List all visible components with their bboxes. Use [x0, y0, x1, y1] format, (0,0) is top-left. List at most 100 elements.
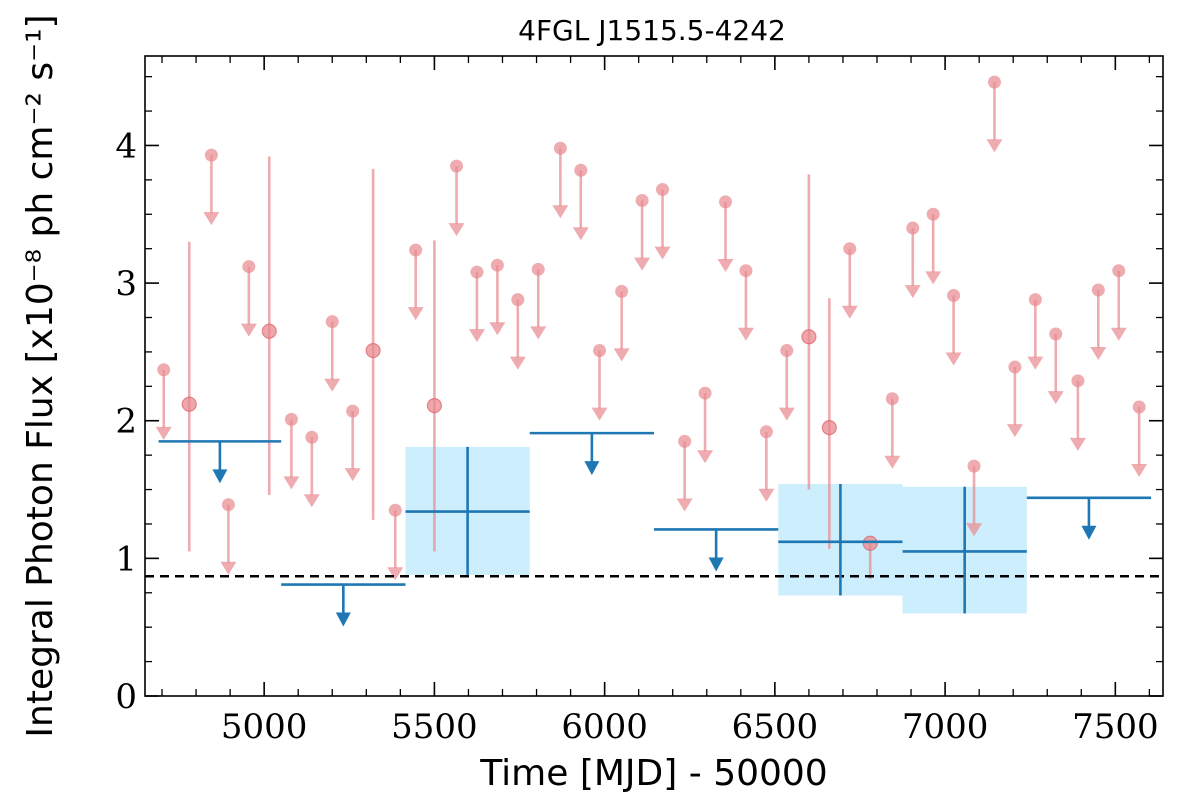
upper-limit-point [615, 284, 629, 298]
upper-limit-point [780, 344, 794, 358]
plot-area [145, 75, 1163, 627]
detection-point [862, 535, 878, 551]
upper-limit-arrow-head [904, 285, 921, 299]
y-tick-label: 2 [115, 402, 137, 442]
upper-limit-point [157, 363, 171, 377]
upper-limit-arrow-head [697, 450, 714, 464]
upper-limit-point [1071, 374, 1085, 388]
upper-limit-point [843, 242, 857, 256]
upper-limit-arrow-head [283, 476, 300, 490]
upper-limit-arrow-head [654, 246, 671, 260]
upper-limit-arrow-head [387, 567, 404, 581]
upper-limit-point [947, 288, 961, 302]
chart-title: 4FGL J1515.5-4242 [518, 14, 786, 47]
upper-limit-arrow-head [489, 322, 506, 336]
upper-limit-arrow-head [324, 378, 341, 392]
upper-limit-arrow-head [155, 426, 172, 440]
upper-limit-point [511, 293, 525, 307]
upper-limit-arrow-head [303, 494, 320, 508]
upper-limit-point [1028, 293, 1042, 307]
upper-limit-point [656, 183, 670, 197]
upper-limit-point [987, 75, 1001, 89]
x-tick-label: 6500 [732, 707, 819, 747]
upper-limit-point [967, 459, 981, 473]
x-axis-label: Time [MJD] - 50000 [479, 753, 827, 794]
x-tick-label: 5000 [221, 707, 308, 747]
upper-limit-arrow-head [530, 326, 547, 340]
upper-limit-arrow-head [737, 327, 754, 341]
upper-limit-arrow-head [717, 258, 734, 272]
upper-limit-point [1049, 327, 1063, 341]
upper-limit-arrow-head [966, 523, 983, 537]
upper-limit-arrow-head [634, 257, 651, 271]
upper-limit-point [388, 503, 402, 517]
upper-limit-arrow-head [1090, 347, 1107, 361]
upper-limit-point [553, 141, 567, 155]
upper-limit-arrow-head [572, 227, 589, 241]
upper-limit-point [325, 315, 339, 329]
upper-limit-point [678, 434, 692, 448]
upper-limit-arrow-head [344, 468, 361, 482]
y-tick-label: 1 [115, 539, 137, 579]
upper-limit-point [204, 148, 218, 162]
upper-limit-arrow-head [1027, 356, 1044, 370]
upper-limit-arrow-head [220, 561, 237, 575]
upper-limit-arrow-head [841, 305, 858, 319]
upper-limit-point [221, 498, 235, 512]
upper-limit-point [305, 430, 319, 444]
plot-frame [144, 55, 1164, 697]
x-tick-label: 7500 [1072, 707, 1159, 747]
upper-limit-arrow-head [1069, 437, 1086, 451]
upper-limit-point [470, 265, 484, 279]
upper-limit-point [490, 258, 504, 272]
detection-point [801, 329, 817, 345]
upper-limit-arrow-head [509, 356, 526, 370]
upper-limit-point [635, 194, 649, 208]
detection-point [821, 420, 837, 436]
upper-limit-point [759, 425, 773, 439]
upper-limit-point [718, 195, 732, 209]
upper-limit-arrow-head [1131, 464, 1148, 478]
long-bin-upper-limit-head [708, 557, 724, 572]
upper-limit-point [1112, 264, 1126, 278]
upper-limit-arrow-head [203, 212, 220, 226]
long-bin-upper-limit-head [584, 461, 600, 476]
upper-limit-arrow-head [591, 407, 608, 421]
upper-limit-point [698, 386, 712, 400]
upper-limit-point [346, 404, 360, 418]
upper-limit-arrow-head [468, 329, 485, 343]
upper-limit-point [242, 260, 256, 274]
detection-point [261, 323, 277, 339]
axis-ticks: 5000 5500 6000 6500 7000 7500 0 1 2 3 4 [115, 56, 1163, 747]
long-bin-upper-limit-head [212, 469, 228, 484]
upper-limit-point [1091, 283, 1105, 297]
upper-limit-point [739, 264, 753, 278]
upper-limit-point [531, 262, 545, 276]
upper-limit-arrow-head [925, 271, 942, 285]
upper-limit-arrow-head [613, 348, 630, 362]
upper-limit-arrow-head [778, 407, 795, 421]
x-tick-label: 6000 [561, 707, 648, 747]
upper-limit-point [284, 412, 298, 426]
upper-limit-point [1132, 400, 1146, 414]
upper-limit-arrow-head [407, 307, 424, 321]
upper-limit-point [1008, 360, 1022, 374]
detection-point [426, 397, 442, 414]
long-bin-upper-limit-head [1081, 525, 1097, 540]
upper-limit-arrow-head [448, 223, 465, 237]
upper-limit-arrow-head [552, 205, 569, 219]
upper-limit-arrow-head [945, 352, 962, 366]
y-tick-label: 4 [115, 126, 137, 166]
upper-limit-arrow-head [1006, 424, 1023, 438]
y-tick-label: 0 [115, 677, 137, 717]
detection-point [365, 342, 381, 359]
y-axis-label: Integral Photon Flux [x10⁻⁸ ph cm⁻² s⁻¹] [20, 14, 61, 737]
upper-limit-point [574, 163, 588, 177]
upper-limit-arrow-head [884, 455, 901, 469]
upper-limit-arrow-head [1047, 391, 1064, 405]
upper-limit-arrow-head [758, 488, 775, 502]
upper-limit-point [409, 243, 423, 257]
x-tick-label: 7000 [902, 707, 989, 747]
y-tick-label: 3 [115, 264, 137, 304]
